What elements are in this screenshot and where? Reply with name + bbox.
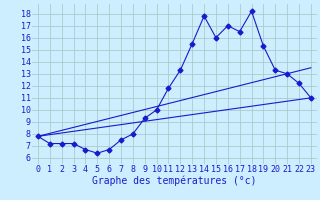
X-axis label: Graphe des températures (°c): Graphe des températures (°c) — [92, 176, 257, 186]
